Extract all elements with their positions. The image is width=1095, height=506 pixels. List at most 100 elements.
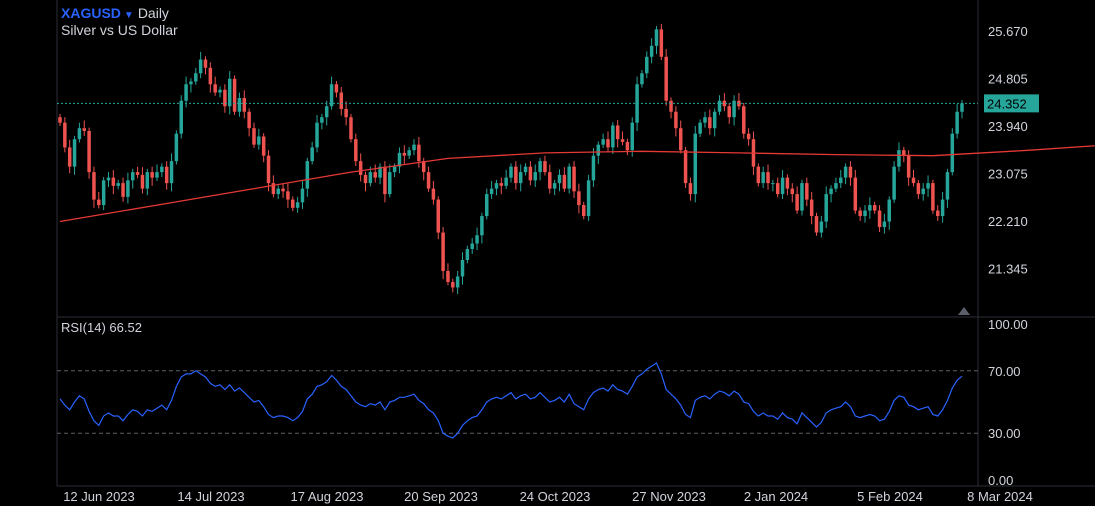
candle-body[interactable] <box>121 183 125 197</box>
candle-body[interactable] <box>145 172 150 189</box>
candle-body[interactable] <box>266 155 271 184</box>
candle-body[interactable] <box>611 125 615 148</box>
candle-body[interactable] <box>877 210 882 228</box>
candle-body[interactable] <box>184 84 188 101</box>
candle-body[interactable] <box>169 161 174 184</box>
candle-body[interactable] <box>931 183 935 211</box>
candle-body[interactable] <box>557 174 562 184</box>
candle-body[interactable] <box>194 73 198 82</box>
candle-body[interactable] <box>630 122 634 151</box>
candle-body[interactable] <box>295 202 300 208</box>
candle-body[interactable] <box>58 117 62 123</box>
candle-body[interactable] <box>232 78 237 112</box>
candle-body[interactable] <box>135 172 140 175</box>
symbol-dropdown-icon[interactable]: ▼ <box>123 10 134 21</box>
candle-body[interactable] <box>223 89 227 107</box>
candle-body[interactable] <box>237 97 242 112</box>
candle-body[interactable] <box>242 97 247 112</box>
candle-body[interactable] <box>257 136 261 145</box>
candle-body[interactable] <box>921 188 925 195</box>
candle-body[interactable] <box>426 172 431 189</box>
candle-body[interactable] <box>155 172 159 178</box>
candle-body[interactable] <box>203 59 208 68</box>
candle-body[interactable] <box>77 128 82 140</box>
candle-body[interactable] <box>349 117 353 140</box>
candle-body[interactable] <box>465 249 470 260</box>
candle-body[interactable] <box>732 100 736 118</box>
candle-body[interactable] <box>940 199 945 217</box>
candle-body[interactable] <box>514 166 518 184</box>
candle-body[interactable] <box>848 166 853 178</box>
candle-body[interactable] <box>421 161 426 173</box>
candle-body[interactable] <box>126 180 130 197</box>
candle-body[interactable] <box>872 205 877 211</box>
candle-body[interactable] <box>460 259 465 277</box>
candle-body[interactable] <box>809 199 814 217</box>
candle-body[interactable] <box>620 139 625 142</box>
candle-body[interactable] <box>606 139 610 148</box>
candle-body[interactable] <box>261 136 266 156</box>
candle-body[interactable] <box>887 199 892 222</box>
candle-body[interactable] <box>499 183 504 186</box>
candle-body[interactable] <box>683 150 688 184</box>
candle-body[interactable] <box>305 161 310 189</box>
candle-body[interactable] <box>775 183 780 195</box>
candle-body[interactable] <box>130 172 135 181</box>
candle-body[interactable] <box>567 166 571 189</box>
candle-body[interactable] <box>785 177 790 189</box>
candle-body[interactable] <box>227 78 232 107</box>
candle-body[interactable] <box>863 210 867 217</box>
candle-body[interactable] <box>727 106 731 118</box>
candle-body[interactable] <box>766 172 770 184</box>
candle-body[interactable] <box>538 161 542 173</box>
candle-body[interactable] <box>373 172 377 178</box>
candle-body[interactable] <box>67 147 72 167</box>
candle-body[interactable] <box>320 117 324 123</box>
candle-body[interactable] <box>383 166 387 195</box>
candle-body[interactable] <box>562 174 567 189</box>
candle-body[interactable] <box>819 221 824 233</box>
candle-body[interactable] <box>853 177 858 211</box>
candle-body[interactable] <box>150 172 154 178</box>
candle-body[interactable] <box>140 174 145 189</box>
candle-body[interactable] <box>824 194 828 222</box>
candle-body[interactable] <box>659 29 664 57</box>
candle-body[interactable] <box>470 243 474 250</box>
candle-body[interactable] <box>97 199 101 206</box>
candle-body[interactable] <box>252 128 256 145</box>
candle-body[interactable] <box>441 232 445 271</box>
candle-body[interactable] <box>950 133 955 173</box>
candle-body[interactable] <box>674 111 678 129</box>
candle-body[interactable] <box>378 166 382 178</box>
candle-body[interactable] <box>334 84 339 93</box>
candle-body[interactable] <box>300 188 305 203</box>
candle-body[interactable] <box>548 172 552 189</box>
candle-body[interactable] <box>577 191 581 206</box>
candle-body[interactable] <box>780 177 785 195</box>
candle-body[interactable] <box>615 125 620 140</box>
candle-body[interactable] <box>475 235 479 244</box>
candle-body[interactable] <box>625 141 630 151</box>
candle-body[interactable] <box>533 172 537 181</box>
candle-body[interactable] <box>485 194 489 217</box>
candle-body[interactable] <box>87 130 91 173</box>
candle-body[interactable] <box>431 188 436 200</box>
candle-body[interactable] <box>523 166 528 173</box>
candle-body[interactable] <box>892 166 896 200</box>
candle-body[interactable] <box>960 103 964 112</box>
candle-body[interactable] <box>412 144 416 151</box>
candle-body[interactable] <box>72 139 77 167</box>
candle-body[interactable] <box>455 276 460 288</box>
candle-body[interactable] <box>596 144 601 156</box>
candle-body[interactable] <box>843 166 848 178</box>
candle-body[interactable] <box>397 152 402 167</box>
candle-body[interactable] <box>916 183 921 195</box>
candle-body[interactable] <box>654 29 659 46</box>
candle-body[interactable] <box>388 172 392 195</box>
candle-body[interactable] <box>494 183 499 189</box>
candle-body[interactable] <box>281 188 285 192</box>
candle-body[interactable] <box>572 166 576 192</box>
candle-body[interactable] <box>417 144 421 162</box>
candle-body[interactable] <box>324 106 329 118</box>
